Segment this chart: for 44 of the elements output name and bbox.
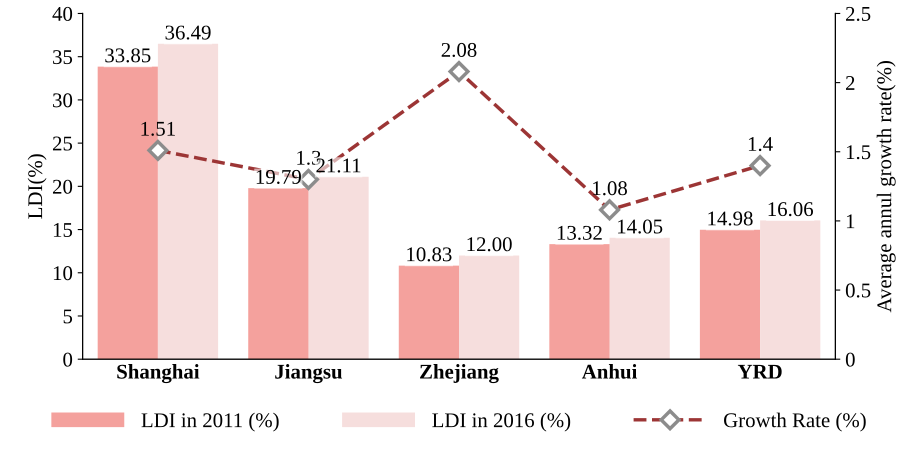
y-tick-label: 5 (64, 310, 72, 324)
y-tick-label: 20 (52, 180, 72, 194)
bar (459, 255, 520, 360)
data-label: 33.85 (105, 48, 150, 62)
bar (700, 230, 760, 360)
legend-label: LDI in 2011 (%) (142, 412, 279, 432)
x-tick-label: Shanghai (117, 364, 200, 384)
y2-tick-label: 0.5 (846, 283, 870, 298)
data-label: 12.00 (468, 237, 512, 252)
data-label: 14.98 (708, 211, 753, 226)
y-tick-label: 30 (53, 93, 72, 108)
x-tick-label: Anhui (582, 364, 638, 379)
data-label: 19.79 (256, 170, 301, 184)
data-label: 13.32 (558, 226, 602, 240)
bar (610, 238, 670, 360)
y2-axis-title: Average annul growth rate(%) (876, 61, 896, 312)
y-tick-label: 15 (54, 223, 72, 237)
legend-label: Growth Rate (%) (724, 412, 866, 432)
data-label: 10.83 (407, 247, 452, 262)
data-label: 16.06 (768, 202, 814, 216)
y2-tick-label: 0 (846, 352, 855, 367)
y2-tick-label: 1 (846, 214, 854, 228)
y2-tick-label: 2 (846, 76, 854, 90)
data-label: 1.08 (593, 181, 627, 196)
bar (760, 220, 820, 360)
y-tick-label: 10 (54, 266, 72, 280)
y-tick-label: 25 (52, 136, 72, 151)
data-label: 14.05 (618, 219, 662, 234)
y2-tick-label: 1.5 (846, 145, 870, 160)
data-label: 36.49 (166, 26, 211, 40)
y2-tick-label: 2.5 (846, 6, 870, 21)
bar (398, 266, 459, 360)
data-label: 1.51 (142, 122, 175, 136)
data-label: 2.08 (442, 42, 476, 58)
x-tick-label: Jiangsu (275, 364, 342, 384)
y-tick-label: 35 (53, 50, 72, 64)
bar (549, 244, 610, 360)
x-tick-label: YRD (738, 364, 782, 379)
y-axis-title: LDI(%) (28, 154, 47, 219)
data-label: 1.4 (748, 137, 773, 152)
y-tick-label: 0 (63, 352, 72, 367)
y-tick-label: 40 (52, 6, 72, 21)
x-tick-label: Zhejiang (420, 364, 499, 384)
legend-label: LDI in 2016 (%) (432, 412, 570, 432)
